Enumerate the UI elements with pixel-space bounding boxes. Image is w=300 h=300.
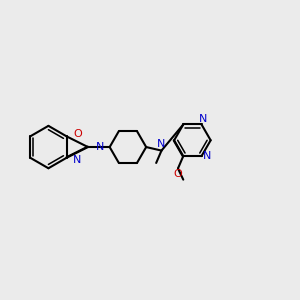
Text: N: N (96, 142, 104, 152)
Text: N: N (199, 114, 207, 124)
Text: N: N (157, 139, 166, 149)
Text: O: O (74, 129, 82, 139)
Text: N: N (73, 155, 81, 165)
Text: O: O (174, 169, 182, 179)
Text: N: N (202, 151, 211, 161)
